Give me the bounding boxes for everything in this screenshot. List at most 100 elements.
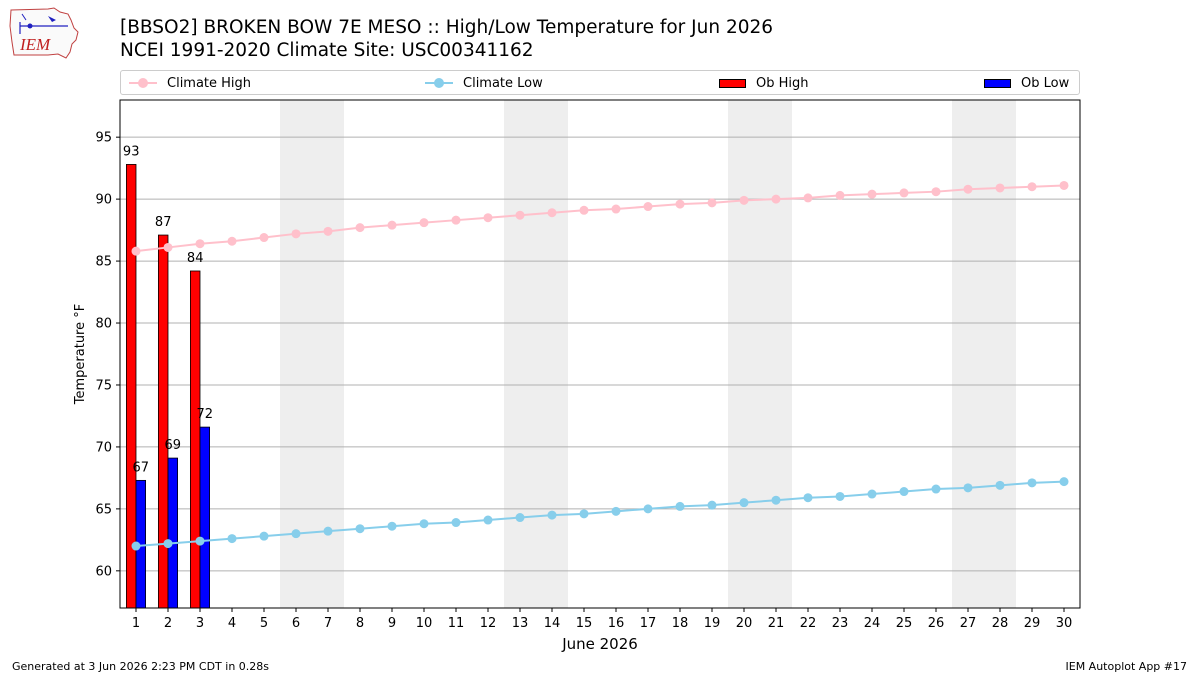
x-tick-label: 14 — [544, 616, 561, 631]
x-tick-label: 12 — [480, 616, 497, 631]
y-axis-label: Temperature °F — [73, 304, 88, 405]
climate-high-point — [899, 188, 909, 198]
y-tick-label: 60 — [95, 564, 112, 579]
ob-low-bar — [135, 479, 147, 609]
x-tick-label: 24 — [864, 616, 881, 631]
y-tick-label: 90 — [95, 193, 112, 208]
x-tick-label: 17 — [640, 616, 657, 631]
y-tick-label: 95 — [95, 131, 112, 146]
svg-text:IEM: IEM — [19, 35, 51, 54]
x-tick-label: 16 — [608, 616, 625, 631]
chart-subtitle: NCEI 1991-2020 Climate Site: USC00341162 — [120, 40, 534, 61]
x-tick-label: 19 — [704, 616, 721, 631]
climate-low-point — [355, 524, 365, 534]
x-tick-label: 27 — [960, 616, 977, 631]
x-tick-label: 28 — [992, 616, 1009, 631]
climate-low-point — [963, 483, 973, 493]
climate-high-point — [1059, 180, 1069, 190]
x-tick-label: 13 — [512, 616, 529, 631]
climate-low-point — [259, 531, 269, 541]
x-tick-label: 3 — [196, 616, 204, 631]
x-tick-label: 22 — [800, 616, 817, 631]
legend-label-ob-high: Ob High — [756, 75, 809, 91]
climate-low-point — [515, 513, 525, 523]
climate-low-point — [899, 487, 909, 497]
climate-low-point — [387, 521, 397, 531]
x-tick-label: 11 — [448, 616, 465, 631]
climate-high-point — [195, 239, 205, 249]
climate-low-point — [323, 526, 333, 536]
legend-item-climate-high: Climate High — [129, 71, 251, 95]
climate-low-point — [643, 504, 653, 514]
y-tick-label: 65 — [95, 502, 112, 517]
climate-low-point — [1027, 478, 1037, 488]
x-tick-label: 29 — [1024, 616, 1041, 631]
y-tick-label: 70 — [95, 440, 112, 455]
ob-high-bar — [189, 270, 201, 609]
climate-low-point — [547, 510, 557, 520]
climate-high-point — [131, 246, 141, 256]
climate-low-line — [135, 480, 1065, 548]
x-tick-label: 23 — [832, 616, 849, 631]
x-tick-label: 25 — [896, 616, 913, 631]
climate-high-point — [835, 190, 845, 200]
x-tick-label: 6 — [292, 616, 300, 631]
x-tick-label: 2 — [164, 616, 172, 631]
weekend-shade — [280, 100, 344, 608]
legend-label-climate-low: Climate Low — [463, 75, 543, 91]
climate-low-swatch — [425, 77, 453, 89]
x-tick-label: 18 — [672, 616, 689, 631]
climate-high-point — [579, 205, 589, 215]
climate-high-point — [1027, 182, 1037, 192]
x-tick-label: 8 — [356, 616, 364, 631]
legend-label-climate-high: Climate High — [167, 75, 252, 91]
climate-low-point — [227, 534, 237, 544]
climate-low-point — [931, 484, 941, 494]
climate-low-point — [835, 491, 845, 501]
generated-timestamp: Generated at 3 Jun 2026 2:23 PM CDT in 0… — [12, 660, 270, 673]
climate-high-point — [803, 193, 813, 203]
ob-low-label: 69 — [165, 438, 182, 453]
ob-low-label: 72 — [197, 407, 214, 422]
y-tick-label: 85 — [95, 255, 112, 270]
ob-low-label: 67 — [133, 460, 150, 475]
ob-high-label: 93 — [123, 144, 140, 159]
climate-low-point — [675, 501, 685, 511]
climate-high-point — [643, 202, 653, 212]
weekend-shade — [504, 100, 568, 608]
app-credit: IEM Autoplot App #17 — [1065, 660, 1188, 673]
weekend-shade — [728, 100, 792, 608]
climate-high-point — [931, 187, 941, 197]
legend-label-ob-low: Ob Low — [1021, 75, 1070, 91]
climate-low-point — [195, 536, 205, 546]
climate-low-point — [483, 515, 493, 525]
legend-item-ob-low: Ob Low — [984, 71, 1069, 95]
x-tick-label: 4 — [228, 616, 236, 631]
climate-high-point — [227, 236, 237, 246]
climate-low-point — [611, 506, 621, 516]
climate-high-point — [419, 218, 429, 228]
climate-high-point — [259, 233, 269, 243]
x-tick-label: 15 — [576, 616, 593, 631]
climate-low-point — [451, 518, 461, 528]
x-tick-label: 26 — [928, 616, 945, 631]
legend: Climate High Climate Low Ob High Ob Low — [120, 70, 1080, 95]
climate-low-point — [163, 539, 173, 549]
ob-high-swatch — [719, 78, 746, 88]
x-tick-label: 9 — [388, 616, 396, 631]
climate-low-point — [707, 500, 717, 510]
ob-high-bar — [126, 164, 137, 609]
x-tick-label: 1 — [132, 616, 140, 631]
climate-low-point — [739, 498, 749, 508]
x-tick-label: 7 — [324, 616, 332, 631]
climate-high-point — [355, 223, 365, 233]
climate-high-point — [739, 195, 749, 205]
climate-low-point — [291, 529, 301, 539]
ob-low-swatch — [984, 78, 1011, 88]
climate-high-point — [611, 204, 621, 214]
x-tick-label: 20 — [736, 616, 753, 631]
ob-low-bar — [167, 457, 179, 609]
climate-high-point — [707, 198, 717, 208]
climate-high-point — [995, 183, 1005, 193]
